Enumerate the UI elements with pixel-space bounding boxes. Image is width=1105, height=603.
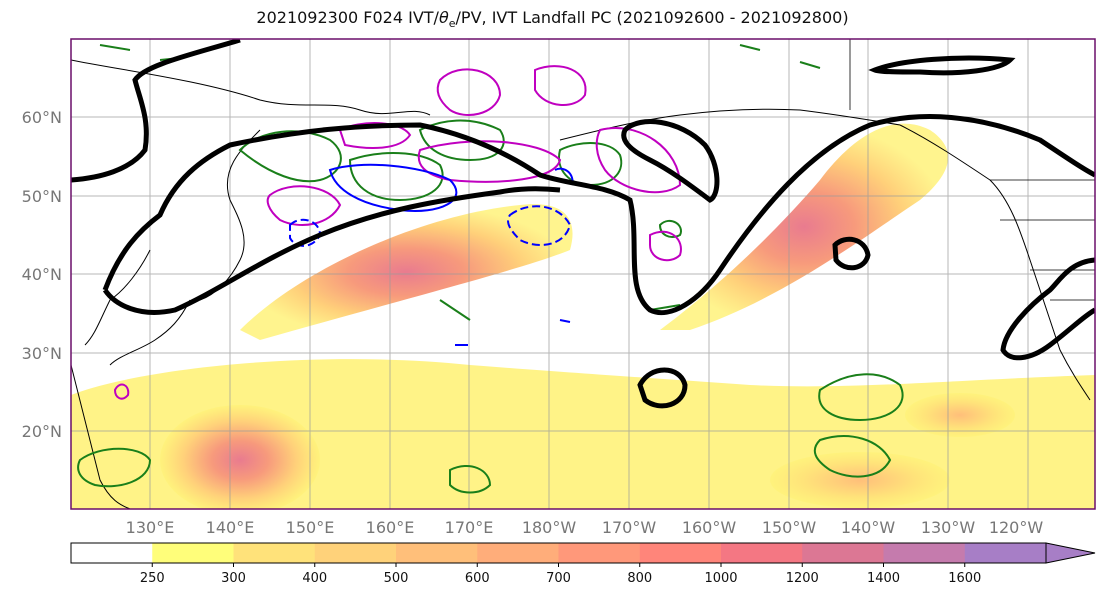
ivt-patch-southeast — [770, 452, 950, 508]
pc-contour-loop-4 — [868, 55, 1016, 76]
pv-contour-7 — [338, 122, 412, 149]
theta-contour-8 — [449, 465, 492, 494]
theta-contour-5 — [818, 373, 904, 422]
ivt-shading — [71, 123, 1095, 509]
theta-contour-6 — [813, 435, 892, 478]
pv-contour-8 — [113, 383, 130, 400]
colorbar-tick-label: 500 — [384, 571, 409, 586]
lat-label-60n: 60°N — [22, 108, 62, 127]
lon-label-180w: 180°W — [522, 518, 577, 537]
pv-contour-6 — [649, 230, 682, 262]
pc-contour-main-ridge — [102, 114, 1095, 316]
japan-coast — [109, 299, 191, 366]
colorbar-extend-arrow — [1045, 542, 1096, 564]
colorbar-tick-label: 1200 — [786, 571, 819, 586]
colorbar-cell — [558, 543, 641, 563]
colorbar-tick-label: 300 — [221, 571, 246, 586]
map-frame — [70, 38, 1096, 510]
theta-contour-3 — [418, 119, 505, 162]
lon-label-160w: 160°W — [682, 518, 737, 537]
lat-label-40n: 40°N — [22, 265, 62, 284]
colorbar-cell — [802, 543, 884, 563]
colorbar-tick-label: 1000 — [704, 571, 737, 586]
pc-contour-loop-1 — [621, 119, 720, 203]
longitude-labels: 130°E 140°E 150°E 160°E 170°E 180°W 170°… — [126, 518, 1044, 537]
lon-label-170e: 170°E — [445, 518, 494, 537]
lon-label-160e: 160°E — [366, 518, 415, 537]
colorbar: 250 300 400 500 600 700 800 1000 1200 1400 1600 — [70, 542, 1096, 586]
lon-label-130w: 130°W — [921, 518, 976, 537]
pv-contour-2 — [534, 65, 587, 107]
pc-contour-loop-2 — [637, 367, 688, 409]
colorbar-tick-label: 250 — [140, 571, 165, 586]
pv-contour-5 — [266, 185, 342, 226]
lat-label-50n: 50°N — [22, 187, 62, 206]
colorbar-cell — [639, 543, 722, 563]
pv-contour-4 — [595, 127, 682, 194]
map-title: 2021092300 F024 IVT/θe/PV, IVT Landfall … — [256, 8, 849, 31]
colorbar-tick-label: 600 — [465, 571, 490, 586]
colorbar-tick-label: 700 — [546, 571, 571, 586]
lon-label-120w: 120°W — [989, 518, 1044, 537]
lon-label-170w: 170°W — [602, 518, 657, 537]
colorbar-cell — [152, 543, 234, 563]
colorbar-tick-label: 800 — [627, 571, 652, 586]
pc-contour-loop-3 — [832, 236, 871, 271]
atmospheric-river-east — [660, 123, 949, 330]
alaska-aleutian-coast — [559, 108, 901, 141]
pc-contour-trough — [102, 186, 561, 315]
korea-coast — [84, 249, 151, 346]
ivt-patch-east — [905, 393, 1015, 437]
pv-contour-1 — [436, 68, 502, 116]
lon-label-140w: 140°W — [841, 518, 896, 537]
lon-label-140e: 140°E — [206, 518, 255, 537]
latitude-labels: 60°N 50°N 40°N 30°N 20°N — [22, 108, 62, 441]
colorbar-cell — [721, 543, 803, 563]
lat-label-30n: 30°N — [22, 344, 62, 363]
pc-contour-east — [1000, 257, 1095, 361]
atmospheric-river-west — [240, 204, 573, 340]
colorbar-ticks: 250 300 400 500 600 700 800 1000 1200 1400 1600 — [140, 563, 981, 586]
typhoon-ivt-maximum — [160, 405, 320, 509]
colorbar-tick-label: 1400 — [867, 571, 900, 586]
theta-contour-2 — [348, 152, 444, 202]
theta-contour-4 — [558, 142, 623, 187]
china-coast — [71, 364, 131, 509]
colorbar-cell — [71, 543, 153, 563]
colorbar-cell — [314, 543, 397, 563]
colorbar-tick-label: 1600 — [948, 571, 981, 586]
state-borders — [990, 179, 1095, 301]
colorbar-cell — [883, 543, 966, 563]
colorbar-cell — [964, 543, 1047, 563]
theta-contour-7 — [77, 447, 152, 488]
colorbar-cell — [477, 543, 559, 563]
colorbar-cell — [396, 543, 478, 563]
map-area — [71, 39, 1095, 509]
theta-contour-1 — [238, 130, 342, 183]
north-america-west-coast — [899, 124, 1091, 401]
pv-negative-contour-3 — [507, 205, 572, 246]
lon-label-150e: 150°E — [286, 518, 335, 537]
colorbar-tick-label: 400 — [302, 571, 327, 586]
lat-label-20n: 20°N — [22, 422, 62, 441]
pc-contours — [71, 39, 1095, 409]
pc-contour-west-north — [71, 39, 241, 183]
lon-label-130e: 130°E — [126, 518, 175, 537]
lon-label-150w: 150°W — [762, 518, 817, 537]
colorbar-cells — [71, 543, 1047, 563]
colorbar-cell — [233, 543, 316, 563]
